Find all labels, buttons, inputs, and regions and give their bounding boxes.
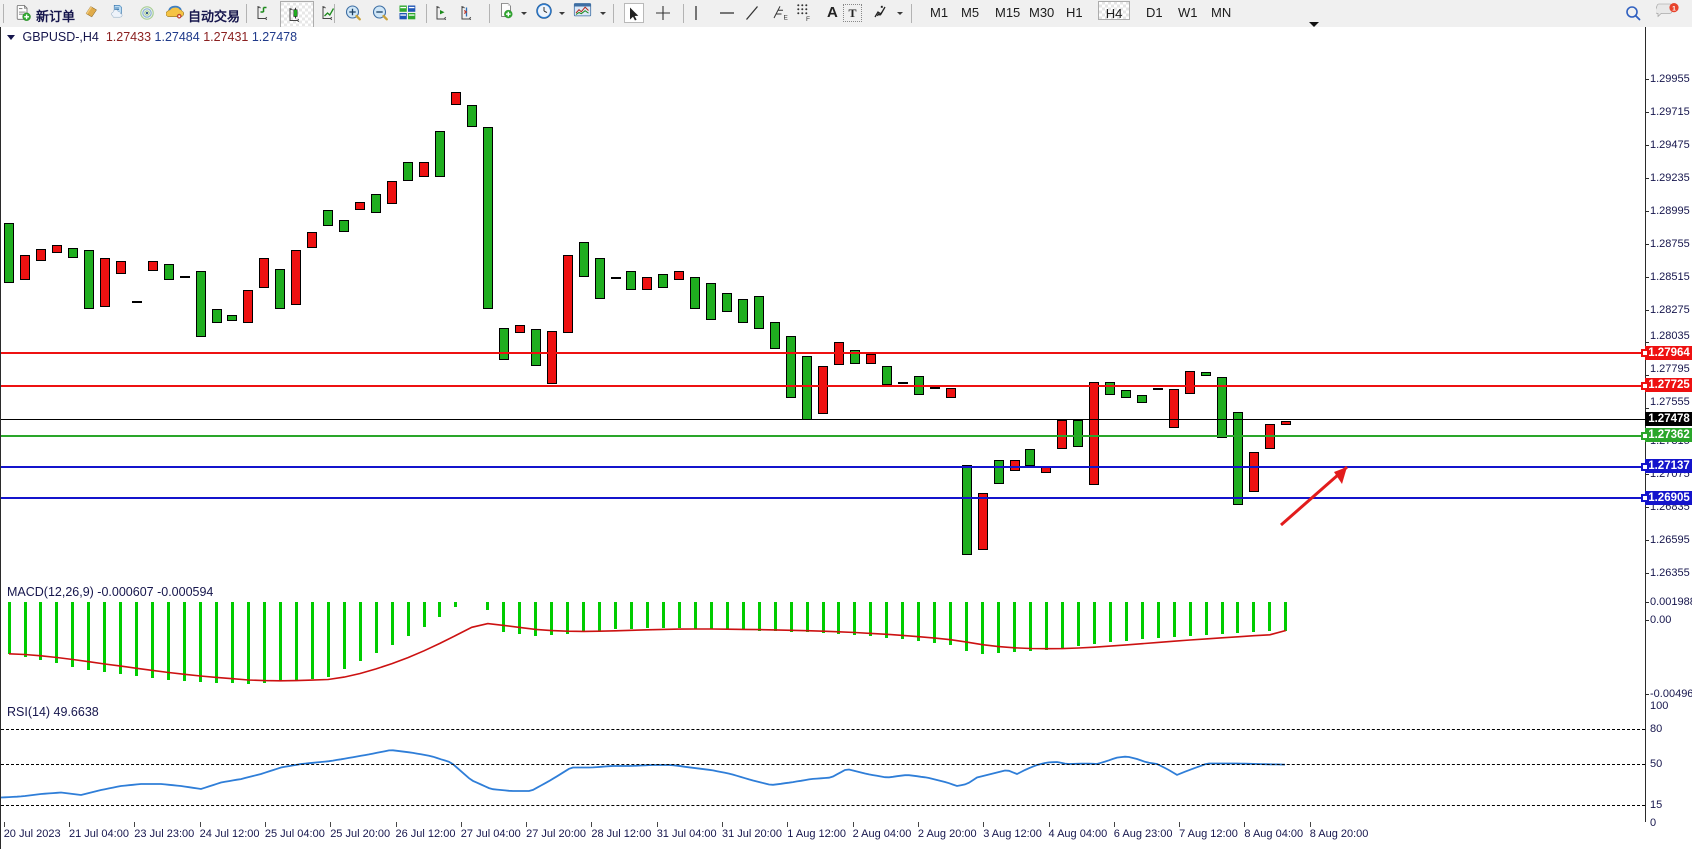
svg-text:F: F bbox=[806, 16, 810, 22]
svg-text:E: E bbox=[784, 15, 789, 22]
svg-text:1: 1 bbox=[1672, 6, 1676, 13]
